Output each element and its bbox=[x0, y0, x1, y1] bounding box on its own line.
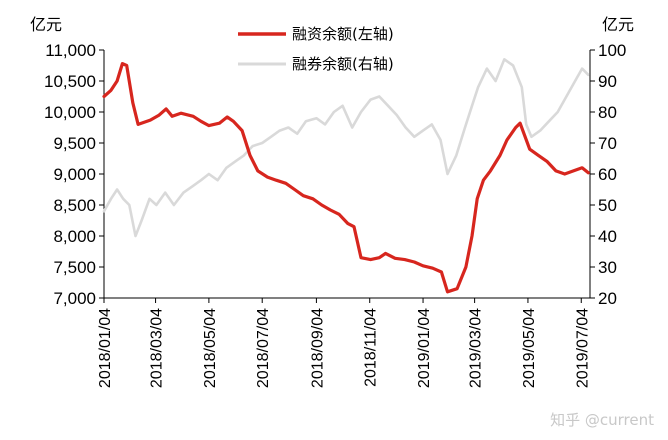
left-tick-label: 7,500 bbox=[53, 258, 96, 277]
left-tick-label: 8,500 bbox=[53, 196, 96, 215]
axes: 亿元 亿元 11,000 10,500 10,000 9,500 9,000 8,500 8,0… bbox=[30, 15, 634, 388]
right-tick-label: 40 bbox=[598, 227, 617, 246]
legend-entry-margin-financing: 融资余额(左轴) bbox=[292, 25, 394, 43]
series-layer bbox=[102, 58, 590, 294]
right-tick-label: 50 bbox=[598, 196, 617, 215]
left-tick-label: 8,000 bbox=[53, 227, 96, 246]
legend: 融资余额(左轴) 融券余额(右轴) bbox=[238, 25, 394, 73]
right-tick-label: 100 bbox=[598, 41, 626, 60]
x-tick-label: 2018/07/04 bbox=[255, 308, 272, 388]
right-tick-label: 60 bbox=[598, 165, 617, 184]
left-axis-unit: 亿元 bbox=[30, 15, 62, 34]
x-tick-label: 2019/03/04 bbox=[468, 308, 485, 388]
series-line-securities-lending bbox=[102, 58, 590, 238]
x-tick-label: 2018/03/04 bbox=[149, 308, 166, 388]
right-tick-label: 90 bbox=[598, 72, 617, 91]
right-tick-label: 20 bbox=[598, 289, 617, 308]
left-tick-label: 11,000 bbox=[45, 41, 96, 60]
right-tick-label: 70 bbox=[598, 134, 617, 153]
x-tick-label: 2019/01/04 bbox=[416, 308, 433, 388]
left-tick-label: 9,500 bbox=[53, 134, 96, 153]
left-tick-label: 9,000 bbox=[53, 165, 96, 184]
x-tick-label: 2018/05/04 bbox=[202, 308, 219, 388]
x-tick-label: 2018/01/04 bbox=[97, 308, 114, 388]
x-tick-label: 2019/05/04 bbox=[521, 308, 538, 388]
right-tick-label: 30 bbox=[598, 258, 617, 277]
watermark: 知乎 @current bbox=[550, 411, 654, 429]
x-tick-label: 2019/07/04 bbox=[574, 308, 591, 388]
right-tick-label: 80 bbox=[598, 103, 617, 122]
right-axis-unit: 亿元 bbox=[602, 15, 634, 34]
legend-entry-securities-lending: 融券余额(右轴) bbox=[292, 55, 394, 73]
left-tick-label: 10,000 bbox=[44, 103, 96, 122]
series-line-margin-financing bbox=[102, 62, 590, 294]
left-tick-label: 7,000 bbox=[53, 289, 96, 308]
left-tick-label: 10,500 bbox=[44, 72, 96, 91]
x-tick-label: 2018/09/04 bbox=[309, 308, 326, 388]
x-tick-label: 2018/11/04 bbox=[363, 308, 380, 387]
